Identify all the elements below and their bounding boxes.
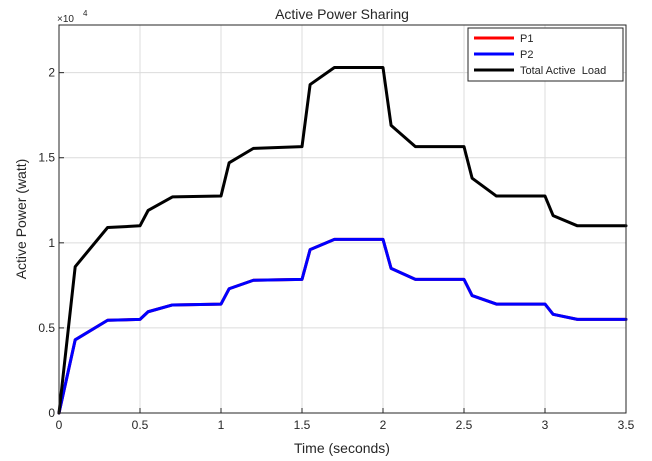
axes-frame bbox=[58, 24, 627, 414]
legend: P1 P2 Total Active Load bbox=[467, 27, 624, 82]
x-tick-label: 1.5 bbox=[294, 418, 311, 432]
legend-label-p2: P2 bbox=[520, 49, 533, 61]
y-axis-label: Active Power (watt) bbox=[13, 159, 29, 280]
y-tick-label: 1 bbox=[48, 236, 55, 250]
x-tick-label: 2.5 bbox=[456, 418, 473, 432]
y-exponent: ×10 4 bbox=[57, 9, 88, 25]
y-tick-label: 2 bbox=[48, 66, 55, 80]
y-ticks: 0 0.5 1 1.5 2 bbox=[38, 66, 64, 420]
plot-area bbox=[59, 25, 626, 413]
x-tick-label: 1 bbox=[218, 418, 225, 432]
x-ticks: 0 0.5 1 1.5 2 2.5 3 3.5 bbox=[56, 408, 635, 432]
x-tick-label: 2 bbox=[380, 418, 387, 432]
y-exponent-power: 4 bbox=[83, 9, 88, 18]
x-tick-label: 3 bbox=[542, 418, 549, 432]
legend-label-p1: P1 bbox=[520, 33, 533, 45]
x-axis-label: Time (seconds) bbox=[294, 440, 390, 456]
x-tick-label: 3.5 bbox=[618, 418, 635, 432]
series-layer bbox=[57, 66, 628, 415]
y-tick-label: 1.5 bbox=[38, 151, 55, 165]
series-line-p2 bbox=[57, 237, 628, 415]
chart-title: Active Power Sharing bbox=[275, 6, 409, 22]
y-exponent-base: ×10 bbox=[57, 14, 74, 25]
x-tick-label: 0 bbox=[56, 418, 63, 432]
x-tick-label: 0.5 bbox=[132, 418, 149, 432]
y-tick-label: 0 bbox=[48, 406, 55, 420]
y-tick-label: 0.5 bbox=[38, 321, 55, 335]
legend-label-total-active-load: Total Active Load bbox=[520, 65, 606, 77]
series-line-total-active-load bbox=[57, 66, 628, 415]
